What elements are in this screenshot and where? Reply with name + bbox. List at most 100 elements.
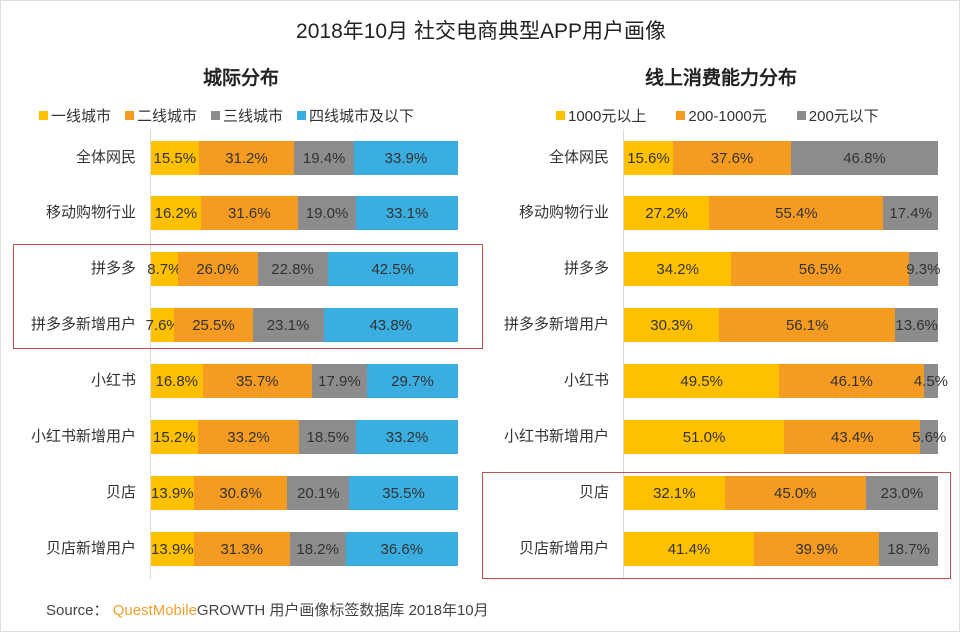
legend-label: 四线城市及以下 — [309, 108, 415, 125]
chart-title: 2018年10月 社交电商典型APP用户画像 — [296, 20, 666, 43]
bar-segment: 9.3% — [906, 252, 940, 286]
legend-item: 200元以下 — [796, 105, 879, 126]
bar-segment: 13.9% — [151, 532, 194, 566]
bar-segment: 7.6% — [146, 308, 180, 342]
stacked-bar: 16.2% 31.6% 19.0% 33.1% — [151, 196, 458, 230]
legend-item: 四线城市及以下 — [297, 105, 414, 126]
source-text: GROWTH 用户画像标签数据库 2018年10月 — [196, 602, 489, 619]
stacked-bar: 27.2% 55.4% 17.4% — [624, 196, 938, 230]
category-axis — [623, 129, 624, 579]
bar-segment: 39.9% — [753, 532, 880, 566]
stacked-bar: 8.7% 26.0% 22.8% 42.5% — [147, 252, 458, 286]
legend: 一线城市 二线城市 三线城市 四线城市及以下 — [39, 105, 414, 126]
category-label: 移动购物行业 — [518, 204, 609, 221]
bar-segment: 23.1% — [252, 308, 324, 342]
category-label: 贝店 — [105, 484, 136, 501]
highlight-box — [13, 244, 483, 349]
bar-segment: 33.1% — [356, 196, 458, 230]
legend-item: 1000元以上 — [556, 105, 646, 126]
bar-segment: 23.0% — [865, 476, 938, 510]
bar-segment: 31.3% — [193, 532, 290, 566]
chart-subtitle: 线上消费能力分布 — [644, 68, 797, 89]
bar-segment: 30.3% — [624, 308, 720, 342]
category-label: 小红书 — [563, 372, 609, 389]
bar-segment: 31.6% — [200, 196, 298, 230]
stacked-bar: 41.4% 39.9% 18.7% — [624, 532, 938, 566]
source-prefix: Source： — [46, 602, 109, 619]
bar-segment: 31.2% — [198, 141, 295, 175]
category-label: 小红书新增用户 — [30, 428, 136, 445]
bar-segment: 5.6% — [912, 420, 946, 454]
bar-segment: 29.7% — [366, 364, 458, 398]
bar-segment: 33.2% — [356, 420, 458, 454]
bar-segment: 17.9% — [312, 364, 367, 398]
bar-segment: 33.2% — [197, 420, 300, 454]
bar-segment: 55.4% — [709, 196, 884, 230]
category-label: 贝店新增用户 — [45, 540, 136, 557]
stacked-bar: 32.1% 45.0% 23.0% — [624, 476, 938, 510]
bar-segment: 25.5% — [174, 308, 253, 342]
category-label: 贝店 — [578, 484, 609, 501]
bar-segment: 17.4% — [883, 196, 938, 230]
source-brand: QuestMobile — [112, 602, 197, 619]
stacked-bar: 15.6% 37.6% 46.8% — [624, 141, 938, 175]
category-label: 全体网民 — [75, 149, 136, 166]
chart-subtitle: 城际分布 — [202, 68, 279, 89]
bar-segment: 15.5% — [151, 141, 199, 175]
bar-segment: 45.0% — [724, 476, 866, 510]
category-label: 移动购物行业 — [45, 204, 136, 221]
bar-segment: 18.7% — [879, 532, 938, 566]
legend-label: 1000元以上 — [568, 108, 647, 125]
bar-segment: 20.1% — [287, 476, 350, 510]
legend-label: 三线城市 — [223, 108, 284, 125]
legend-item: 三线城市 — [211, 105, 283, 126]
bar-segment: 18.5% — [299, 420, 357, 454]
bar-segment: 8.7% — [147, 252, 181, 286]
bar-segment: 15.2% — [151, 420, 198, 454]
bar-segment: 13.6% — [895, 308, 938, 342]
bar-segment: 34.2% — [624, 252, 732, 286]
bar-segment: 56.1% — [719, 308, 896, 342]
legend-swatch — [556, 111, 565, 120]
stacked-bar: 16.8% 35.7% 17.9% 29.7% — [151, 364, 458, 398]
bar-segment: 35.5% — [349, 476, 458, 510]
stacked-bar: 7.6% 25.5% 23.1% 43.8% — [146, 308, 458, 342]
stacked-bar: 49.5% 46.1% 4.5% — [624, 364, 948, 398]
category-axis — [150, 129, 151, 579]
stacked-bar: 30.3% 56.1% 13.6% — [624, 308, 938, 342]
legend-label: 200-1000元 — [688, 108, 767, 125]
bar-segment: 26.0% — [177, 252, 258, 286]
category-label: 拼多多 — [90, 260, 136, 277]
bar-segment: 56.5% — [731, 252, 909, 286]
stacked-bar: 13.9% 31.3% 18.2% 36.6% — [151, 532, 458, 566]
bar-segment: 16.2% — [151, 196, 201, 230]
legend-item: 200-1000元 — [676, 105, 767, 126]
category-label: 拼多多 — [563, 260, 609, 277]
stacked-bar: 51.0% 43.4% 5.6% — [624, 420, 946, 454]
category-label: 小红书新增用户 — [503, 428, 609, 445]
legend-label: 200元以下 — [808, 108, 879, 125]
bar-segment: 43.4% — [784, 420, 921, 454]
legend-swatch — [297, 111, 307, 120]
stacked-bar: 34.2% 56.5% 9.3% — [624, 252, 940, 286]
stacked-bar: 15.2% 33.2% 18.5% 33.2% — [151, 420, 458, 454]
bar-segment: 37.6% — [672, 141, 792, 175]
bar-segment: 46.8% — [791, 141, 938, 175]
legend-swatch — [676, 111, 686, 120]
bar-segment: 43.8% — [323, 308, 458, 342]
bar-segment: 42.5% — [327, 252, 458, 286]
legend-swatch — [211, 111, 221, 120]
category-label: 拼多多新增用户 — [503, 316, 609, 333]
legend-swatch — [125, 111, 135, 120]
highlight-box — [482, 472, 951, 579]
category-label: 拼多多新增用户 — [30, 316, 136, 333]
bar-segment: 46.1% — [779, 364, 924, 398]
bar-segment: 22.8% — [257, 252, 328, 286]
legend-swatch — [796, 111, 806, 120]
stacked-bar: 15.5% 31.2% 19.4% 33.9% — [151, 141, 458, 175]
category-label: 贝店新增用户 — [518, 540, 609, 557]
legend-swatch — [39, 111, 48, 120]
bar-segment: 30.6% — [193, 476, 288, 510]
legend-label: 一线城市 — [51, 108, 112, 125]
stacked-bar: 13.9% 30.6% 20.1% 35.5% — [151, 476, 458, 510]
